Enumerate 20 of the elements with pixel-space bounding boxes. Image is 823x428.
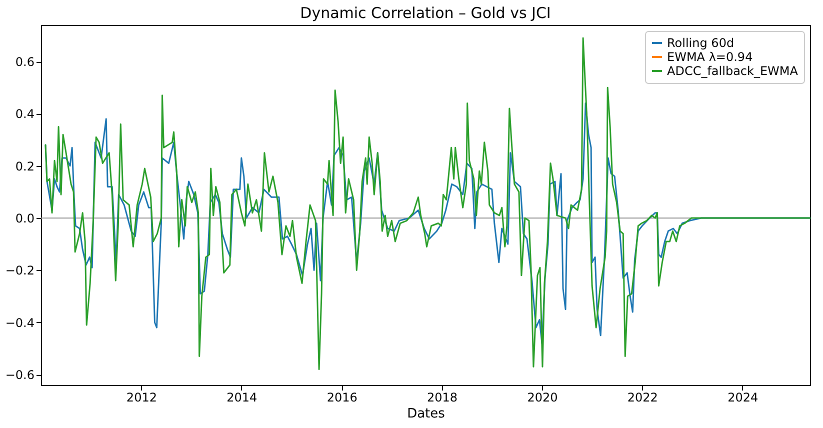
legend-label: Rolling 60d bbox=[667, 36, 734, 50]
chart-title: Dynamic Correlation – Gold vs JCI bbox=[300, 4, 551, 22]
y-tick-label: −0.4 bbox=[5, 316, 34, 330]
legend-label: ADCC_fallback_EWMA bbox=[667, 64, 799, 78]
line-series bbox=[44, 37, 811, 370]
x-tick-label: 2022 bbox=[627, 390, 658, 404]
x-tick-label: 2018 bbox=[427, 390, 458, 404]
x-tick-label: 2016 bbox=[326, 390, 358, 404]
x-tick-label: 2014 bbox=[226, 390, 258, 404]
legend-label: EWMA λ=0.94 bbox=[667, 50, 753, 64]
x-tick-label: 2020 bbox=[527, 390, 558, 404]
y-tick-label: 0.0 bbox=[15, 212, 34, 226]
y-tick-label: −0.6 bbox=[5, 368, 34, 382]
x-tick-label: 2012 bbox=[126, 390, 157, 404]
x-axis-title: Dates bbox=[407, 406, 446, 422]
x-tick-label: 2024 bbox=[728, 390, 758, 404]
y-tick-label: 0.6 bbox=[15, 55, 34, 70]
y-tick-label: 0.2 bbox=[15, 159, 34, 174]
y-tick-label: 0.4 bbox=[15, 107, 34, 122]
y-tick-label: −0.2 bbox=[5, 264, 34, 278]
